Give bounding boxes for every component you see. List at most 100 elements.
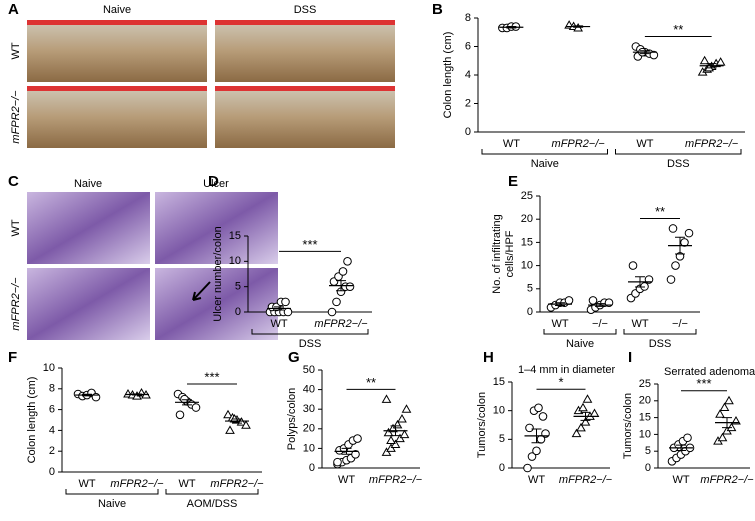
x-tick-label: WT	[636, 138, 653, 150]
x-tick-label: mFPR2−/−	[685, 138, 739, 150]
data-point	[281, 297, 290, 307]
error-bar	[580, 411, 591, 421]
data-point	[578, 402, 588, 412]
x-tick-label: mFPR2−/−	[210, 478, 264, 490]
y-tick-label: 6	[465, 40, 471, 52]
y-tick-label: 15	[521, 236, 533, 248]
error-bar	[182, 399, 192, 406]
y-tick-label: 0	[49, 466, 55, 478]
x-tick-label: WT	[551, 318, 568, 330]
y-tick-label: 20	[521, 213, 533, 225]
group-bracket	[251, 329, 369, 335]
y-tick-label: 0	[309, 462, 315, 474]
ruler	[215, 86, 395, 91]
data-point	[589, 408, 600, 418]
data-point	[351, 449, 360, 459]
group-label: AOM/DSS	[187, 498, 238, 510]
y-tick-label: 20	[303, 423, 315, 435]
error-bar	[506, 26, 517, 29]
group-bracket	[65, 489, 159, 495]
y-tick-label: 8	[465, 12, 471, 24]
y-axis-label: Tumors/colon	[622, 393, 634, 459]
data-point	[283, 307, 293, 317]
x-tick-label: mFPR2−/−	[559, 474, 613, 486]
significance-label: **	[655, 204, 665, 219]
x-tick-label: WT	[503, 138, 520, 150]
error-bar	[531, 428, 542, 444]
data-point	[225, 425, 235, 434]
data-point	[571, 428, 582, 438]
significance-label: **	[673, 22, 683, 37]
photo	[27, 20, 207, 82]
y-tick-label: 5	[499, 433, 505, 445]
y-tick-label: 25	[639, 378, 651, 390]
y-tick-label: 0	[499, 462, 505, 474]
data-point	[532, 446, 541, 456]
y-tick-label: 10	[639, 428, 651, 440]
y-tick-label: 10	[229, 255, 241, 267]
error-bar	[274, 306, 284, 311]
group-label: Naive	[566, 338, 594, 350]
photo	[215, 20, 395, 82]
x-tick-label: −/−	[592, 318, 608, 330]
data-point	[724, 395, 734, 405]
error-bar	[706, 63, 717, 69]
significance-label: ***	[302, 237, 317, 252]
y-tick-label: 5	[527, 283, 533, 295]
error-bar	[341, 447, 352, 455]
data-point	[180, 394, 189, 404]
column-label: Naive	[103, 4, 131, 16]
error-bar	[675, 236, 685, 255]
data-point	[345, 282, 355, 291]
data-point	[649, 50, 659, 60]
y-tick-label: 0	[645, 462, 651, 474]
y-tick-label: 15	[493, 376, 505, 388]
x-tick-label: mFPR2−/−	[314, 318, 368, 330]
panel-letter: A	[8, 1, 19, 18]
data-point	[668, 224, 678, 233]
data-point	[666, 275, 676, 284]
y-tick-label: 40	[303, 384, 315, 396]
data-point	[699, 55, 710, 65]
data-point	[534, 403, 543, 413]
y-tick-label: 5	[235, 281, 241, 293]
data-point	[399, 429, 410, 439]
group-bracket	[623, 329, 697, 335]
data-point	[564, 296, 574, 305]
data-point	[715, 409, 725, 418]
panel-a-photos	[27, 20, 395, 148]
group-bracket	[481, 149, 608, 155]
group-bracket	[165, 489, 259, 495]
row-label: mFPR2−/−	[10, 90, 22, 144]
data-point	[333, 457, 342, 467]
y-tick-label: 2	[49, 445, 55, 457]
y-tick-label: 5	[645, 445, 651, 457]
row-label: WT	[10, 219, 22, 236]
error-bar	[573, 25, 584, 28]
y-tick-label: 50	[303, 364, 315, 376]
data-point	[628, 261, 638, 270]
row-label: WT	[10, 42, 22, 59]
y-tick-label: 4	[465, 69, 471, 81]
data-point	[582, 394, 593, 403]
error-bar	[595, 303, 605, 307]
y-tick-label: 30	[303, 403, 315, 415]
y-axis-label: Ulcer number/colon	[212, 226, 224, 321]
panel-letter: C	[8, 173, 19, 190]
data-point	[241, 420, 251, 429]
group-label: Naive	[98, 498, 126, 510]
photo	[155, 192, 278, 264]
x-tick-label: WT	[528, 474, 545, 486]
x-tick-label: WT	[78, 478, 95, 490]
data-point	[386, 435, 396, 445]
data-point	[343, 257, 352, 266]
group-label: DSS	[299, 338, 322, 350]
group-label: DSS	[667, 158, 690, 170]
data-point	[717, 432, 728, 442]
y-tick-label: 10	[43, 362, 55, 374]
y-tick-label: 15	[639, 412, 651, 424]
y-tick-label: 15	[229, 230, 241, 242]
panel-letter: B	[432, 1, 443, 18]
photo	[215, 86, 395, 148]
